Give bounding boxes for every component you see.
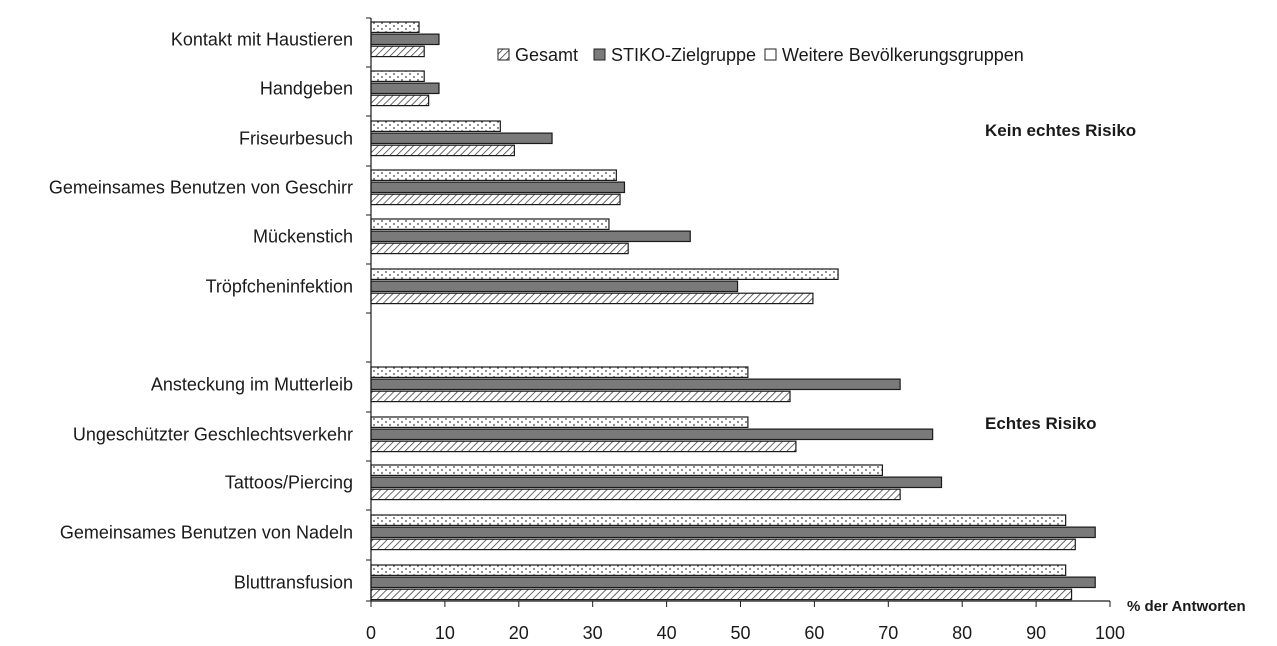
bars-group [370, 21, 1096, 601]
legend-swatch-stiko [593, 48, 606, 61]
bar-weitere-bevolkerungsgruppen-kontakt-mit-haustieren [370, 21, 420, 33]
bar-weitere-bevolkerungsgruppen-ungeschutzter-geschlechtsverkehr [370, 416, 749, 428]
bar-stiko-zielgruppe-bluttransfusion [370, 576, 1096, 589]
bar-stiko-zielgruppe-ungeschutzter-geschlechtsverkehr [370, 428, 934, 441]
bar-stiko-zielgruppe-gemeinsames-benutzen-von-nadeln [370, 526, 1096, 539]
bar-weitere-bevolkerungsgruppen-friseurbesuch [370, 120, 501, 132]
legend-label-stiko: STIKO-Zielgruppe [611, 45, 756, 65]
x-tick-label-90: 90 [1026, 623, 1046, 643]
bar-stiko-zielgruppe-ansteckung-im-mutterleib [370, 378, 901, 391]
bar-stiko-zielgruppe-friseurbesuch [370, 132, 553, 145]
bar-weitere-bevolkerungsgruppen-tattoos-piercing [370, 464, 883, 476]
category-label-friseurbesuch: Friseurbesuch [239, 128, 353, 148]
axes-group: 0 10 20 30 40 50 60 70 80 90 100 [366, 17, 1125, 643]
bar-weitere-bevolkerungsgruppen-gemeinsames-benutzen-von-geschirr [370, 169, 617, 181]
x-tick-label-10: 10 [435, 623, 455, 643]
legend-swatch-weitere [764, 48, 777, 61]
bar-gesamt-ungeschutzter-geschlechtsverkehr [370, 440, 797, 453]
category-labels-group: Kontakt mit Haustieren Handgeben Friseurbe… [49, 29, 353, 592]
category-label-tattoos-piercing: Tattoos/Piercing [225, 472, 353, 492]
legend-swatch-gesamt [497, 48, 510, 61]
category-label-kontakt-mit-haustieren: Kontakt mit Haustieren [171, 29, 353, 49]
bar-gesamt-tropfcheninfektion [370, 292, 814, 305]
bar-weitere-bevolkerungsgruppen-muckenstich [370, 218, 610, 230]
bar-stiko-zielgruppe-kontakt-mit-haustieren [370, 33, 440, 46]
category-label-gemeinsames-benutzen-von-geschirr: Gemeinsames Benutzen von Geschirr [49, 177, 353, 197]
bar-gesamt-kontakt-mit-haustieren [370, 45, 425, 58]
bar-gesamt-tattoos-piercing [370, 488, 901, 501]
bar-stiko-zielgruppe-tattoos-piercing [370, 476, 943, 489]
legend-label-gesamt: Gesamt [515, 45, 578, 65]
x-tick-label-40: 40 [657, 623, 677, 643]
legend: Gesamt STIKO-Zielgruppe Weitere Bevölker… [497, 45, 1024, 65]
bar-gesamt-ansteckung-im-mutterleib [370, 390, 791, 403]
category-label-tropfcheninfektion: Tröpfcheninfektion [206, 276, 353, 296]
category-label-bluttransfusion: Bluttransfusion [234, 572, 353, 592]
bar-stiko-zielgruppe-tropfcheninfektion [370, 280, 739, 293]
bar-gesamt-bluttransfusion [370, 588, 1073, 601]
x-tick-label-20: 20 [509, 623, 529, 643]
x-tick-label-100: 100 [1095, 623, 1125, 643]
bar-gesamt-muckenstich [370, 242, 629, 255]
bar-gesamt-gemeinsames-benutzen-von-nadeln [370, 538, 1076, 551]
bar-gesamt-gemeinsames-benutzen-von-geschirr [370, 193, 621, 206]
category-label-ungeschutzter-geschlechtsverkehr: Ungeschützter Geschlechtsverkehr [73, 424, 353, 444]
x-tick-label-80: 80 [952, 623, 972, 643]
bar-weitere-bevolkerungsgruppen-handgeben [370, 70, 425, 82]
annotation-echtes-risiko: Echtes Risiko [985, 414, 1097, 433]
bar-gesamt-handgeben [370, 94, 430, 107]
bar-gesamt-friseurbesuch [370, 144, 515, 157]
annotation-kein-echtes-risiko: Kein echtes Risiko [985, 121, 1136, 140]
bar-weitere-bevolkerungsgruppen-gemeinsames-benutzen-von-nadeln [370, 514, 1067, 526]
legend-label-weitere: Weitere Bevölkerungsgruppen [782, 45, 1024, 65]
bar-weitere-bevolkerungsgruppen-tropfcheninfektion [370, 268, 839, 280]
x-tick-label-60: 60 [804, 623, 824, 643]
bar-stiko-zielgruppe-gemeinsames-benutzen-von-geschirr [370, 181, 626, 194]
x-tick-label-70: 70 [878, 623, 898, 643]
category-label-gemeinsames-benutzen-von-nadeln: Gemeinsames Benutzen von Nadeln [60, 522, 353, 542]
category-label-ansteckung-im-mutterleib: Ansteckung im Mutterleib [151, 374, 353, 394]
bar-stiko-zielgruppe-muckenstich [370, 230, 691, 243]
bar-weitere-bevolkerungsgruppen-ansteckung-im-mutterleib [370, 366, 749, 378]
x-axis-label: % der Antworten [1127, 598, 1246, 615]
bar-stiko-zielgruppe-handgeben [370, 82, 440, 95]
bar-weitere-bevolkerungsgruppen-bluttransfusion [370, 564, 1067, 576]
category-label-muckenstich: Mückenstich [253, 226, 353, 246]
x-tick-label-0: 0 [366, 623, 376, 643]
x-tick-label-30: 30 [583, 623, 603, 643]
x-tick-label-50: 50 [730, 623, 750, 643]
category-label-handgeben: Handgeben [260, 78, 353, 98]
